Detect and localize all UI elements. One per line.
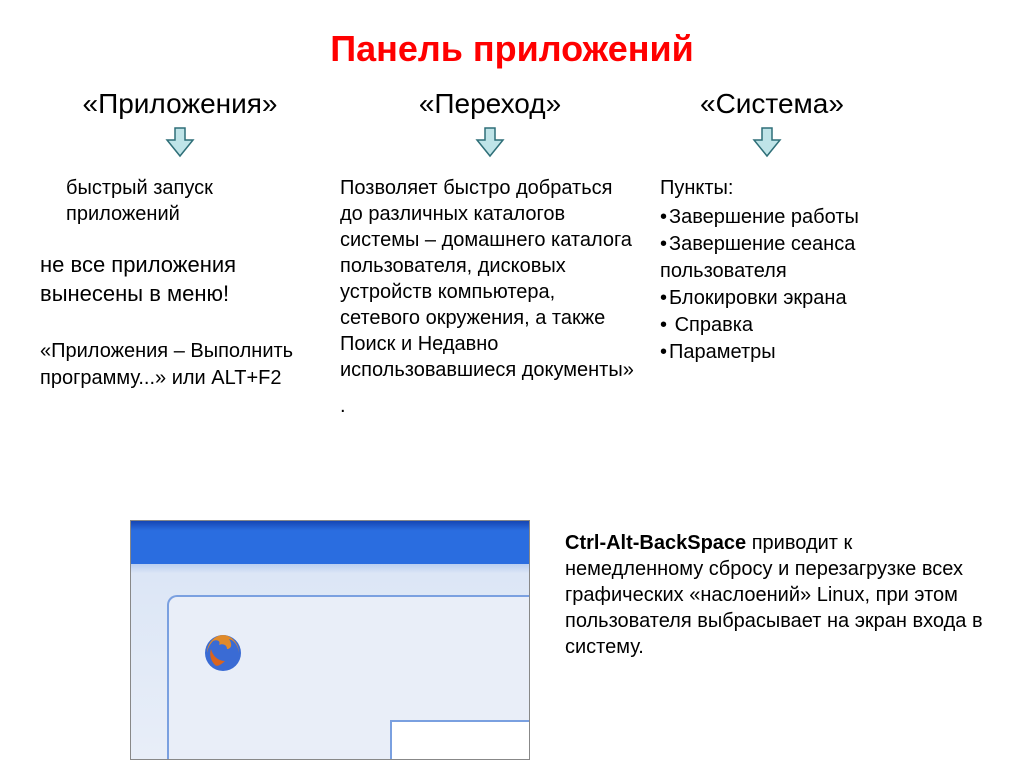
hotkey-note: Ctrl-Alt-BackSpace приводит к немедленно… (565, 530, 985, 660)
shortcut-applications: «Приложения – Выполнить программу...» ил… (40, 338, 320, 392)
column-applications: «Приложения» быстрый запуск приложений н… (30, 88, 330, 429)
hotkey-combo: Ctrl-Alt-BackSpace (565, 532, 746, 554)
bullets-system: Пункты: Завершение работы Завершение сеа… (660, 175, 960, 366)
heading-system: «Система» (660, 88, 960, 120)
bullet-item: Параметры (660, 339, 960, 366)
window-corner (390, 720, 530, 760)
note-applications: не все приложения вынесены в меню! (40, 251, 320, 308)
desc-go: Позволяет быстро добраться до различных … (340, 175, 640, 383)
arrow-go (340, 126, 640, 165)
columns-container: «Приложения» быстрый запуск приложений н… (0, 70, 1024, 429)
bullet-item: Блокировки экрана (660, 285, 960, 312)
arrow-system (660, 126, 960, 165)
bullet-item: Справка (660, 312, 960, 339)
bullet-item: Завершение сеанса пользователя (660, 231, 960, 285)
desc-go-tail: . (340, 393, 640, 419)
bullet-item: Завершение работы (660, 204, 960, 231)
column-go: «Переход» Позволяет быстро добраться до … (330, 88, 650, 429)
down-arrow-icon (473, 126, 507, 160)
page-title: Панель приложений (0, 0, 1024, 70)
desc-applications: быстрый запуск приложений (40, 175, 320, 227)
firefox-icon (201, 631, 245, 675)
down-arrow-icon (163, 126, 197, 160)
down-arrow-icon (750, 126, 784, 160)
heading-go: «Переход» (340, 88, 640, 120)
bullets-head: Пункты: (660, 175, 960, 202)
linux-panel-screenshot (130, 520, 530, 760)
arrow-applications (40, 126, 320, 165)
column-system: «Система» Пункты: Завершение работы Заве… (650, 88, 970, 429)
heading-applications: «Приложения» (40, 88, 320, 120)
